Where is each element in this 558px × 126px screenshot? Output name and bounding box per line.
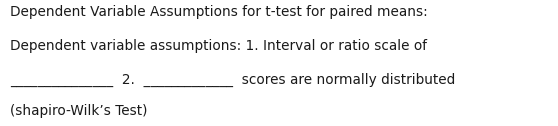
Text: Dependent Variable Assumptions for t-test for paired means:: Dependent Variable Assumptions for t-tes… [10,5,428,19]
Text: Dependent variable assumptions: 1. Interval or ratio scale of: Dependent variable assumptions: 1. Inter… [10,39,427,53]
Text: _______________  2.  _____________  scores are normally distributed: _______________ 2. _____________ scores … [10,73,455,87]
Text: (shapiro-Wilk’s Test): (shapiro-Wilk’s Test) [10,104,147,118]
